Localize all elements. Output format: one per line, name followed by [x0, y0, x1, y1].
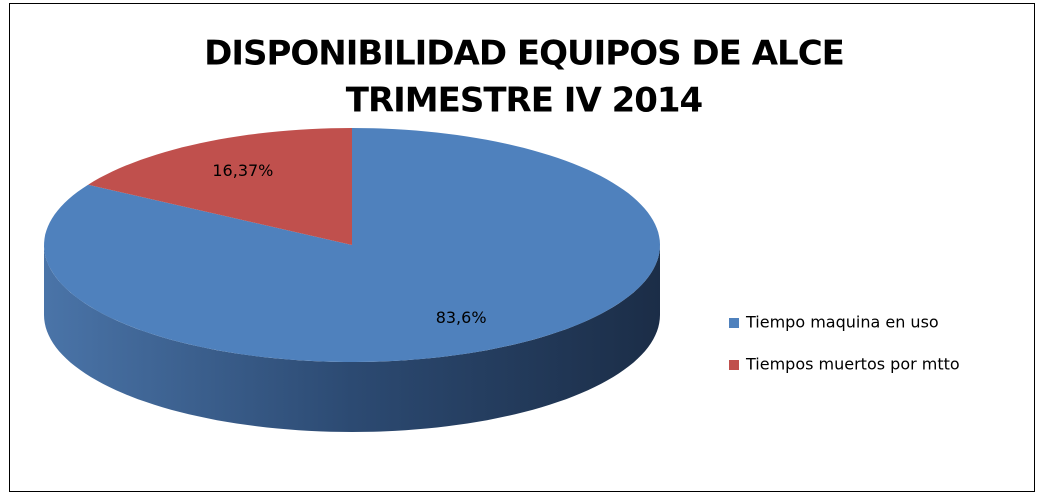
chart-title: TRIMESTRE IV 2014	[346, 81, 703, 121]
data-label: 16,37%	[212, 161, 273, 180]
data-label: 83,6%	[436, 308, 487, 327]
legend-swatch	[729, 360, 739, 370]
slice-side	[44, 245, 660, 432]
legend-label: Tiempo maquina en uso	[745, 313, 939, 332]
legend-label: Tiempos muertos por mtto	[745, 355, 960, 374]
chart-title: DISPONIBILIDAD EQUIPOS DE ALCE	[204, 34, 844, 74]
legend-swatch	[729, 318, 739, 328]
slice	[88, 128, 352, 245]
